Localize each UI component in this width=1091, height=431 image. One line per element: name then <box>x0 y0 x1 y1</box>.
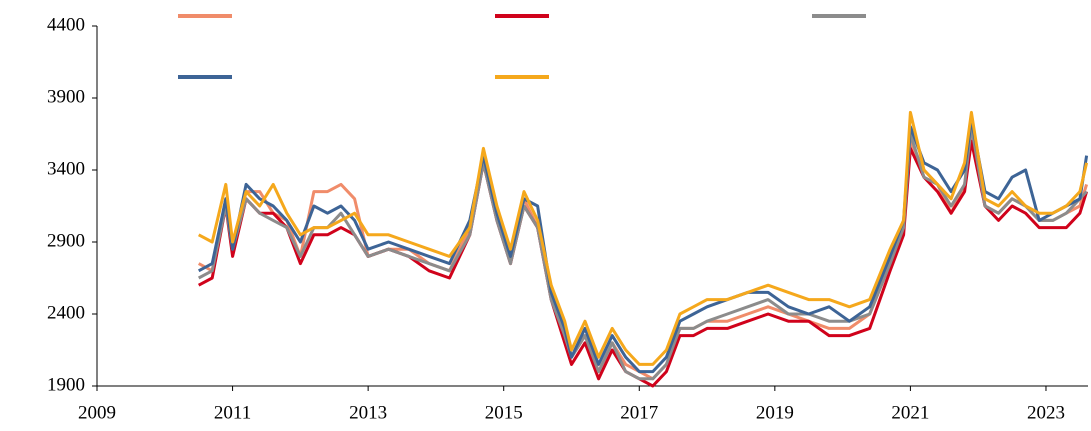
y-tick-label: 1900 <box>47 374 85 395</box>
series-line <box>197 132 1089 381</box>
x-tick-label: 2021 <box>891 402 929 423</box>
y-tick-label: 2900 <box>47 230 85 251</box>
y-tick-label: 3900 <box>47 86 85 107</box>
series-line <box>197 139 1089 388</box>
x-tick-label: 2017 <box>620 402 658 423</box>
series-line <box>197 125 1088 381</box>
x-tick-label: 2009 <box>78 402 116 423</box>
x-tick-label: 2015 <box>485 402 523 423</box>
series-line <box>197 118 1089 374</box>
x-tick-label: 2013 <box>349 402 387 423</box>
series-line <box>197 110 1089 366</box>
y-tick-label: 2400 <box>47 302 85 323</box>
x-tick-label: 2023 <box>1027 402 1065 423</box>
y-tick-label: 3400 <box>47 158 85 179</box>
x-tick-label: 2011 <box>214 402 251 423</box>
x-tick-label: 2019 <box>756 402 794 423</box>
y-tick-label: 4400 <box>47 14 85 35</box>
